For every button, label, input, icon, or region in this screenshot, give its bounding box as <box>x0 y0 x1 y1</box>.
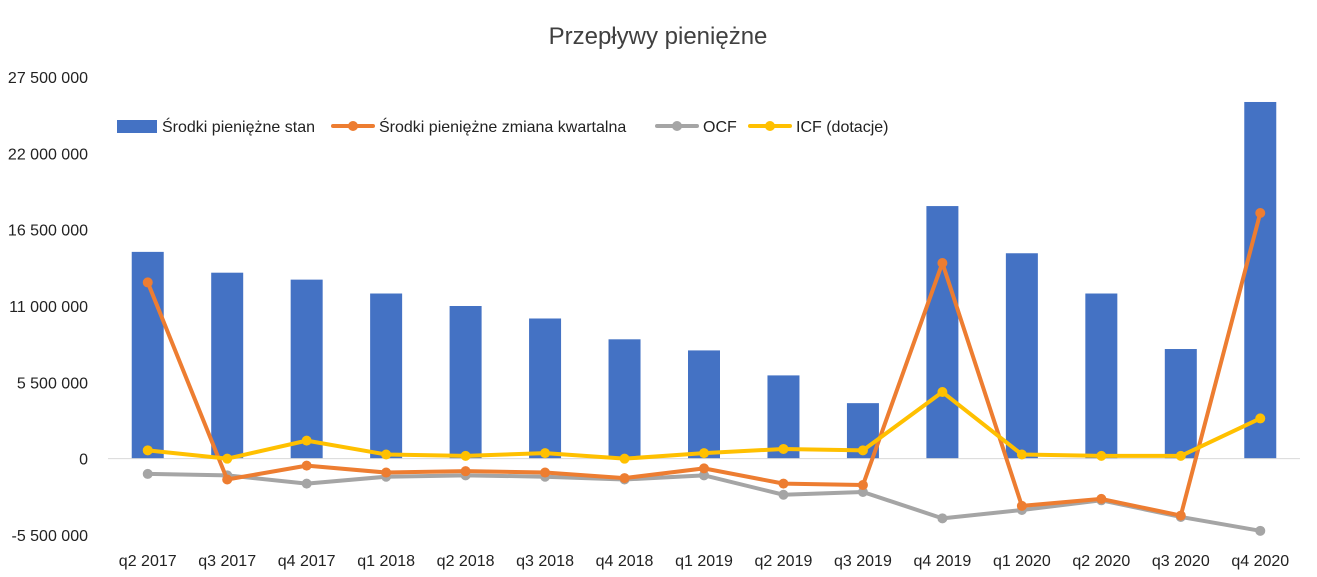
data-point <box>301 478 312 489</box>
x-axis-ticks: q2 2017 q3 2017 q4 2017 q1 2018 q2 2018 q3 20… <box>119 553 1289 570</box>
y-tick-label: 22 000 000 <box>8 146 88 163</box>
x-tick-label: q3 2020 <box>1152 553 1210 570</box>
lines-layer <box>142 208 1266 536</box>
data-point <box>222 474 233 485</box>
series-line <box>145 471 1263 533</box>
x-tick-label: q4 2017 <box>278 553 336 570</box>
data-point <box>381 449 392 460</box>
data-point <box>857 445 868 456</box>
data-point <box>937 513 948 524</box>
x-tick-label: q2 2019 <box>755 553 813 570</box>
x-tick-label: q1 2018 <box>357 553 415 570</box>
x-tick-label: q3 2018 <box>516 553 574 570</box>
x-tick-label: q1 2020 <box>993 553 1051 570</box>
data-point <box>301 435 312 446</box>
x-tick-label: q4 2018 <box>596 553 654 570</box>
bar <box>370 293 403 459</box>
y-tick-label: 5 500 000 <box>17 375 88 392</box>
legend-label: OCF <box>703 119 737 136</box>
legend-marker <box>765 121 775 131</box>
bar <box>529 318 562 459</box>
data-point <box>699 470 709 481</box>
bar <box>449 306 482 459</box>
x-tick-label: q3 2017 <box>198 553 256 570</box>
legend-label: Środki pieniężne zmiana kwartalna <box>379 117 626 136</box>
x-tick-label: q4 2020 <box>1231 553 1289 570</box>
data-point <box>142 468 153 479</box>
data-point <box>460 450 471 461</box>
data-point <box>857 486 868 497</box>
data-point <box>1255 525 1266 536</box>
data-point <box>381 467 392 478</box>
data-point <box>142 277 153 288</box>
y-tick-label: 0 <box>79 452 88 469</box>
bar <box>608 339 641 459</box>
y-axis-ticks: 27 500 000 22 000 000 16 500 000 11 000 000… <box>8 70 88 545</box>
y-tick-label: 16 500 000 <box>8 223 88 240</box>
legend-marker <box>348 121 358 131</box>
legend-label: ICF (dotacje) <box>796 119 888 136</box>
data-point <box>142 445 153 456</box>
data-point <box>937 257 948 268</box>
data-point <box>619 473 630 484</box>
x-tick-label: q2 2017 <box>119 553 177 570</box>
bar <box>211 272 244 459</box>
data-point <box>540 467 551 478</box>
legend-swatch <box>117 120 157 133</box>
data-point <box>540 448 551 459</box>
legend-label: Środki pieniężne stan <box>162 117 315 136</box>
data-point <box>1096 493 1107 504</box>
data-point <box>619 453 630 464</box>
data-point <box>857 480 868 491</box>
x-tick-label: q2 2020 <box>1072 553 1130 570</box>
data-point <box>222 453 233 464</box>
data-point <box>1255 413 1266 424</box>
data-point <box>1175 450 1186 461</box>
y-tick-label: -5 500 000 <box>11 528 88 545</box>
data-point <box>778 443 789 454</box>
data-point <box>460 466 471 477</box>
bar <box>290 279 323 459</box>
data-point <box>699 463 709 474</box>
data-point <box>778 489 789 500</box>
x-tick-label: q4 2019 <box>913 553 971 570</box>
bar <box>688 350 720 459</box>
data-point <box>937 387 948 398</box>
x-tick-label: q3 2019 <box>834 553 892 570</box>
y-tick-label: 11 000 000 <box>9 299 88 316</box>
chart-title: Przepływy pieniężne <box>549 23 768 50</box>
bar <box>926 206 959 459</box>
x-tick-label: q2 2018 <box>437 553 495 570</box>
legend-marker <box>672 121 682 131</box>
x-tick-label: q1 2019 <box>675 553 733 570</box>
legend: Środki pieniężne stan Środki pieniężne zm… <box>117 117 888 136</box>
data-point <box>699 448 709 459</box>
bar <box>1164 349 1197 459</box>
bars-layer <box>131 101 1277 459</box>
data-point <box>1096 450 1107 461</box>
data-point <box>1016 449 1027 460</box>
data-point <box>1255 208 1266 219</box>
bar <box>1085 293 1118 459</box>
y-tick-label: 27 500 000 <box>8 70 88 87</box>
data-point <box>1016 500 1027 511</box>
data-point <box>778 478 789 489</box>
bar <box>1244 101 1277 459</box>
data-point <box>301 460 312 471</box>
data-point <box>1175 510 1186 521</box>
bar <box>1005 253 1038 459</box>
